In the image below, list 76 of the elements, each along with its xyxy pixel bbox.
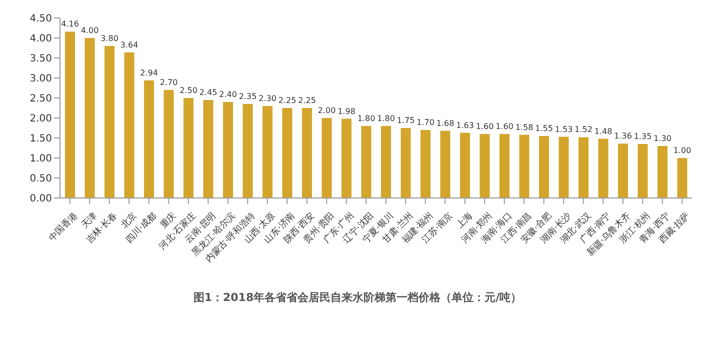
- data-label: 1.75: [396, 116, 415, 125]
- bar: [500, 134, 510, 198]
- bar: [65, 32, 75, 198]
- text: 图1：2018年各省省会居民自来水阶梯第一档价格（单位：元/吨）: [192, 290, 523, 305]
- y-tick-label: 2.00: [30, 114, 52, 125]
- bar: [342, 118, 352, 198]
- data-label: 2.30: [258, 94, 276, 103]
- data-label: 1.80: [377, 114, 395, 123]
- data-label: 2.25: [298, 96, 316, 105]
- data-label: 1.35: [634, 132, 652, 141]
- y-tick-label: 3.50: [30, 54, 52, 65]
- bar: [618, 144, 628, 198]
- bar: [322, 118, 332, 198]
- y-tick-label: 4.00: [30, 34, 52, 45]
- bar: [480, 134, 490, 198]
- bar: [539, 136, 549, 198]
- data-label: 2.50: [180, 86, 198, 95]
- bar: [598, 138, 608, 198]
- data-label: 1.80: [357, 114, 376, 123]
- bar: [282, 108, 292, 198]
- data-label: 1.48: [594, 126, 612, 136]
- bar: [262, 106, 272, 198]
- bar: [242, 104, 253, 198]
- data-label: 1.53: [554, 124, 573, 134]
- x-tick-label: 中国香港: [46, 210, 80, 244]
- data-label: 2.00: [318, 106, 336, 115]
- y-tick-label: 1.00: [30, 154, 52, 165]
- bar: [223, 102, 233, 198]
- bar: [184, 98, 194, 198]
- bar: [558, 136, 569, 198]
- data-label: 4.00: [80, 26, 99, 35]
- data-label: 3.80: [100, 34, 118, 43]
- data-label: 1.63: [456, 120, 474, 130]
- data-label: 1.58: [515, 122, 534, 132]
- y-tick-label: 3.00: [30, 74, 52, 85]
- bar: [203, 100, 214, 198]
- bar: [302, 108, 312, 198]
- data-label: 4.16: [61, 20, 79, 29]
- bar: [381, 126, 391, 198]
- y-tick-label: 0.00: [30, 194, 52, 205]
- bar: [638, 144, 648, 198]
- y-tick-label: 2.50: [30, 94, 52, 105]
- data-label: 2.94: [140, 68, 158, 78]
- bar: [519, 134, 530, 198]
- bar: [84, 38, 95, 198]
- data-label: 2.40: [219, 90, 237, 99]
- y-tick-label: 4.50: [30, 14, 52, 25]
- bar: [144, 80, 154, 198]
- bar: [460, 132, 470, 198]
- data-label: 2.25: [278, 96, 296, 105]
- bar: [164, 90, 174, 198]
- data-label: 2.70: [160, 78, 178, 87]
- bar: [578, 137, 588, 198]
- data-label: 2.45: [199, 88, 218, 97]
- bar: [400, 128, 411, 198]
- data-label: 2.35: [238, 92, 257, 101]
- data-label: 1.55: [535, 124, 553, 133]
- y-tick-label: 0.50: [30, 174, 52, 185]
- data-label: 1.60: [476, 122, 494, 131]
- data-label: 1.70: [416, 118, 434, 127]
- bar: [658, 146, 668, 198]
- data-label: 1.60: [496, 122, 514, 131]
- data-label: 3.64: [120, 40, 138, 50]
- data-label: 1.36: [614, 132, 632, 141]
- data-label: 1.52: [574, 125, 592, 134]
- bar: [677, 158, 688, 198]
- bar: [104, 46, 114, 198]
- data-label: 1.68: [436, 118, 454, 128]
- bar: [124, 52, 134, 198]
- bar: [440, 130, 450, 198]
- data-label: 1.98: [338, 106, 356, 116]
- bar: [420, 130, 430, 198]
- data-label: 1.00: [673, 146, 692, 155]
- data-label: 1.30: [654, 134, 672, 143]
- y-tick-label: 1.50: [30, 134, 52, 145]
- bar: [361, 126, 372, 198]
